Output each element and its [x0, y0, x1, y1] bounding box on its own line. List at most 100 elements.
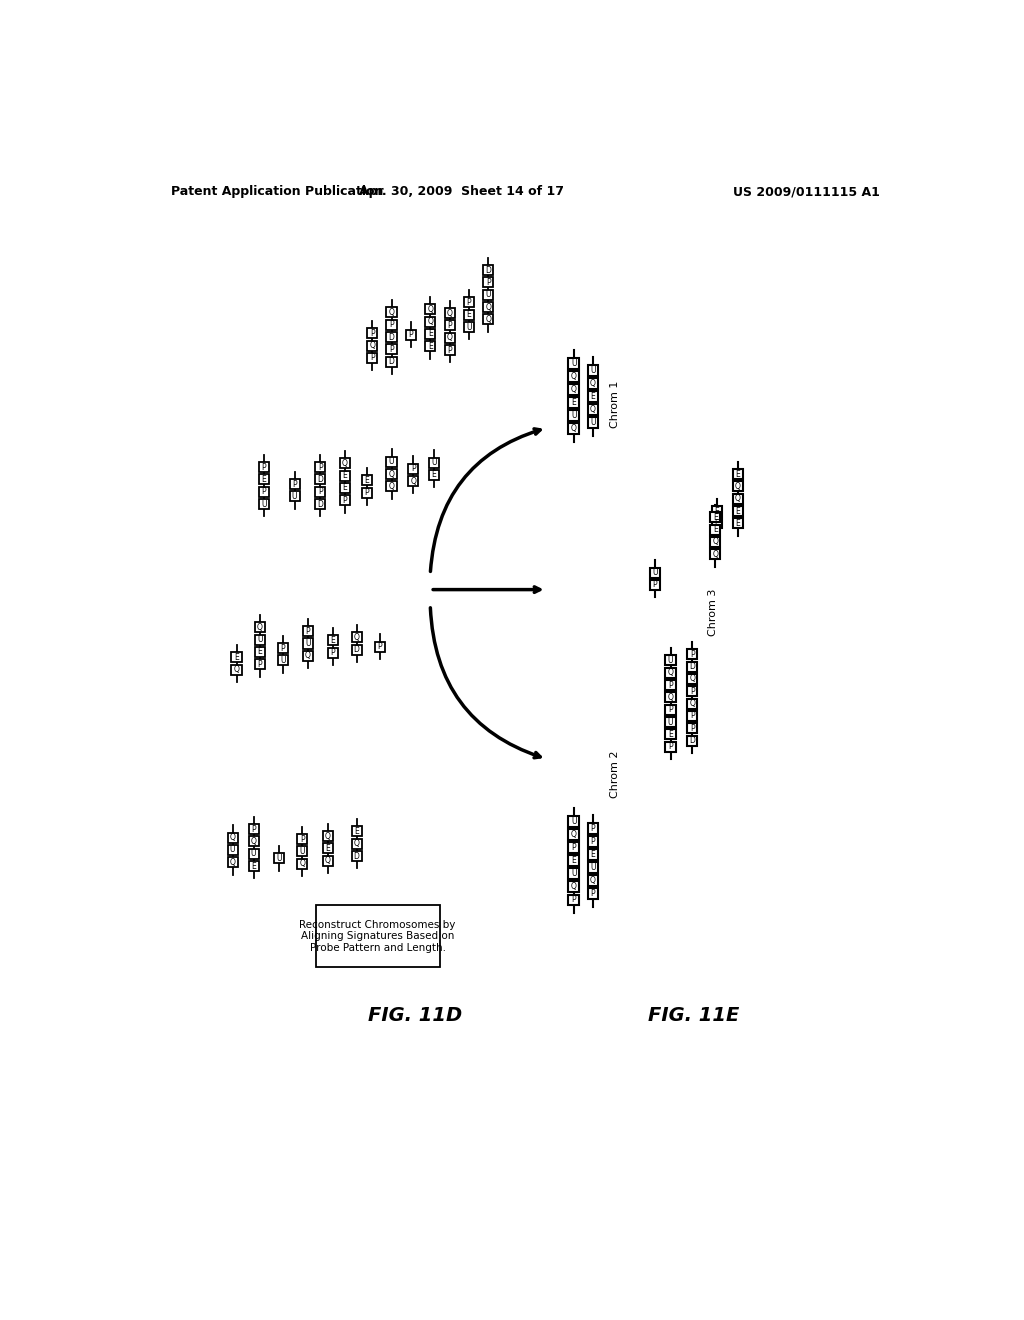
Text: Q: Q [735, 494, 740, 503]
Bar [483, 277, 494, 288]
Bar [712, 519, 722, 528]
Text: FIG. 11D: FIG. 11D [368, 1006, 462, 1024]
Text: Q: Q [570, 385, 577, 393]
Bar [375, 642, 385, 652]
Text: Q: Q [388, 308, 394, 317]
Text: D: D [689, 663, 695, 671]
Text: P: P [690, 686, 694, 696]
Text: E: E [330, 636, 335, 645]
Text: D: D [388, 358, 394, 366]
Bar [568, 895, 579, 906]
Text: P: P [447, 321, 452, 330]
Text: US 2009/0111115 A1: US 2009/0111115 A1 [733, 185, 880, 198]
Bar [249, 861, 259, 871]
Bar [367, 329, 377, 338]
Bar [711, 524, 721, 535]
Bar [255, 622, 265, 632]
Text: FIG. 11E: FIG. 11E [648, 1006, 739, 1024]
Text: E: E [428, 342, 432, 351]
Text: E: E [343, 483, 347, 492]
Text: Q: Q [342, 459, 348, 467]
Bar [255, 647, 265, 657]
Text: Q: Q [485, 315, 492, 323]
Bar [588, 849, 598, 859]
Bar [274, 853, 285, 863]
Bar [386, 333, 396, 342]
Text: P: P [378, 642, 382, 651]
Text: U: U [668, 718, 673, 726]
Bar [588, 364, 598, 376]
Bar [425, 305, 435, 314]
Text: Q: Q [668, 693, 674, 702]
Text: Q: Q [427, 305, 433, 314]
Text: Q: Q [325, 857, 331, 865]
Text: P: P [447, 346, 452, 355]
Text: D: D [485, 265, 492, 275]
Text: E: E [571, 857, 575, 865]
Bar [568, 829, 579, 840]
Bar [568, 384, 579, 395]
Bar [687, 698, 697, 709]
Bar [323, 843, 333, 853]
Text: P: P [261, 463, 266, 471]
Text: E: E [735, 470, 740, 479]
Text: P: P [690, 711, 694, 721]
Text: E: E [261, 475, 266, 484]
Text: P: P [690, 723, 694, 733]
Text: P: P [486, 279, 490, 286]
Text: P: P [571, 843, 575, 851]
Text: Q: Q [590, 876, 596, 886]
Text: Q: Q [570, 830, 577, 840]
Bar [297, 834, 307, 843]
Text: P: P [370, 329, 375, 338]
Bar [340, 483, 350, 492]
Text: E: E [251, 862, 256, 870]
Text: U: U [570, 870, 577, 878]
Text: Chrom 2: Chrom 2 [610, 751, 621, 799]
Bar [588, 875, 598, 886]
Text: E: E [571, 399, 575, 407]
Bar [666, 668, 676, 677]
Bar [386, 308, 396, 317]
Bar [666, 717, 676, 727]
Bar [568, 842, 579, 853]
Text: E: E [365, 475, 369, 484]
Text: U: U [431, 458, 437, 467]
Bar [249, 824, 259, 834]
Text: E: E [591, 850, 595, 859]
Text: Q: Q [668, 668, 674, 677]
Text: Patent Application Publication: Patent Application Publication [171, 185, 383, 198]
Bar [588, 417, 598, 428]
Text: Q: Q [590, 379, 596, 388]
Bar [386, 319, 396, 330]
Text: U: U [261, 500, 266, 508]
Text: E: E [326, 843, 331, 853]
Text: Q: Q [689, 675, 695, 684]
Text: U: U [276, 854, 282, 863]
Text: U: U [570, 359, 577, 368]
Bar [351, 851, 361, 861]
Bar [323, 832, 333, 841]
Text: Reconstruct Chromosomes by
Aligning Signatures Based on
Probe Pattern and Length: Reconstruct Chromosomes by Aligning Sign… [299, 920, 456, 953]
Bar [733, 482, 743, 491]
Bar [712, 506, 722, 516]
Text: P: P [365, 488, 369, 498]
Bar [711, 537, 721, 546]
Bar [290, 479, 300, 490]
Bar [249, 849, 259, 859]
Text: P: P [669, 742, 673, 751]
Text: Q: Q [485, 302, 492, 312]
Bar [687, 686, 697, 696]
Text: Q: Q [713, 537, 719, 546]
Text: U: U [257, 635, 262, 644]
Text: Chrom 3: Chrom 3 [708, 589, 718, 636]
Text: D: D [388, 333, 394, 342]
Text: Q: Q [446, 334, 453, 342]
Text: P: P [305, 627, 310, 636]
Text: Q: Q [388, 482, 394, 491]
Text: E: E [467, 310, 471, 319]
Bar [303, 626, 313, 636]
Bar [483, 314, 494, 325]
Bar [666, 705, 676, 714]
Bar [687, 735, 697, 746]
